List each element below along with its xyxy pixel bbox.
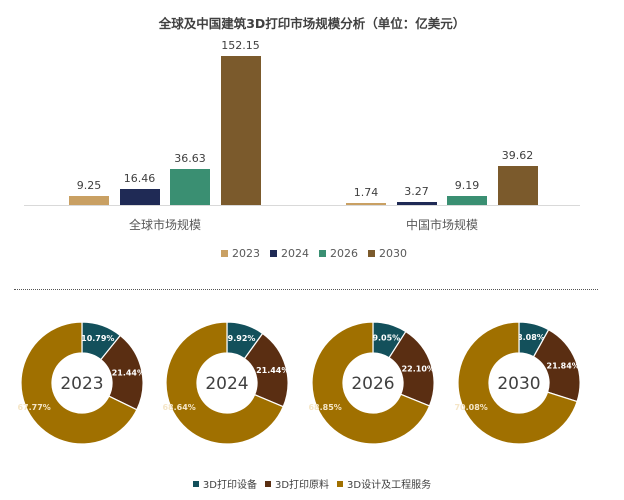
donut-percent-label: 9.05% [372, 333, 400, 342]
bar-global-2023 [69, 195, 109, 205]
donut-percent-label: 8.08% [517, 333, 545, 342]
bar-global-2024 [119, 188, 160, 205]
bar-value-label: 36.63 [174, 152, 206, 166]
bar-value-label: 16.46 [123, 171, 156, 185]
donut-percent-label: 67.77% [17, 403, 50, 412]
legend-item-2026: 2026 [319, 247, 358, 260]
bar-value-label: 1.74 [353, 186, 379, 199]
legend-item-2024: 2024 [270, 247, 309, 260]
bar-china-2023 [346, 203, 386, 205]
legend-label: 2030 [379, 247, 407, 260]
bar-value-label: 39.62 [501, 149, 534, 163]
legend-swatch [264, 480, 271, 487]
legend-label: 3D打印设备 [202, 480, 257, 491]
legend-swatch [270, 250, 277, 257]
donut-center-year: 2023 [60, 374, 103, 394]
donut-chart-2030: 8.08% 21.84% 70.08% 2030 [454, 321, 581, 445]
legend-label: 2024 [281, 247, 309, 260]
donut-percent-label: 21.84% [547, 362, 580, 371]
donut-legend-item: 3D打印设备 [192, 476, 257, 491]
donut-percent-label: 10.79% [81, 334, 114, 343]
legend-label: 3D打印原料 [274, 480, 330, 491]
bar-china-2024 [396, 201, 437, 205]
legend-swatch [221, 250, 228, 257]
donut-legend-item: 3D打印原料 [264, 476, 330, 491]
donut-slice [20, 321, 138, 445]
donut-chart-2026: 9.05% 22.10% 68.85% 2026 [308, 321, 435, 445]
donut-legend: 3D打印设备 3D打印原料 3D设计及工程服务 [0, 476, 624, 491]
bar-china-2026 [447, 196, 487, 205]
donut-percent-label: 68.64% [162, 403, 195, 412]
donut-percent-label: 21.44% [256, 366, 289, 375]
legend-label: 2023 [232, 247, 260, 260]
bar-global-2026 [170, 169, 210, 205]
legend-label: 3D设计及工程服务 [347, 480, 432, 491]
legend-swatch [368, 250, 375, 257]
legend-label: 2026 [330, 247, 358, 260]
bar-value-label: 152.15 [221, 39, 260, 52]
legend-swatch [337, 480, 344, 487]
bar-legend: 2023 2024 2026 2030 [221, 247, 417, 260]
donut-center-year: 2024 [205, 374, 248, 394]
bar-value-label: 9.19 [454, 179, 480, 192]
donut-center-year: 2030 [497, 374, 540, 394]
donut-slice [165, 321, 284, 445]
donut-slice [457, 321, 578, 445]
legend-item-2030: 2030 [368, 247, 407, 260]
donut-chart-2024: 9.92% 21.44% 68.64% 2024 [162, 321, 289, 445]
donut-percent-label: 70.08% [454, 403, 487, 412]
legend-swatch [319, 250, 326, 257]
category-label-global: 全球市场规模 [128, 218, 201, 232]
donut-center-year: 2026 [351, 374, 394, 394]
donut-percent-label: 68.85% [308, 403, 341, 412]
category-label-china: 中国市场规模 [405, 218, 478, 232]
donut-chart-2023: 10.79% 21.44% 67.77% 2023 [17, 321, 145, 445]
donut-percent-label: 21.44% [112, 369, 145, 378]
bar-value-label: 9.25 [76, 178, 102, 192]
donut-percent-label: 9.92% [228, 334, 256, 343]
donut-percent-label: 22.10% [402, 365, 435, 374]
legend-item-2023: 2023 [221, 247, 260, 260]
x-axis-line [24, 205, 580, 206]
bar-global-2030 [220, 56, 261, 205]
donut-slice [311, 321, 431, 445]
chart-title: 全球及中国建筑3D打印市场规模分析（单位：亿美元） [158, 16, 466, 31]
bar-value-label: 3.27 [404, 184, 429, 198]
dotted-divider [14, 289, 598, 290]
bar-china-2030 [497, 166, 538, 205]
donut-legend-item: 3D设计及工程服务 [337, 476, 431, 491]
legend-swatch [192, 480, 199, 487]
